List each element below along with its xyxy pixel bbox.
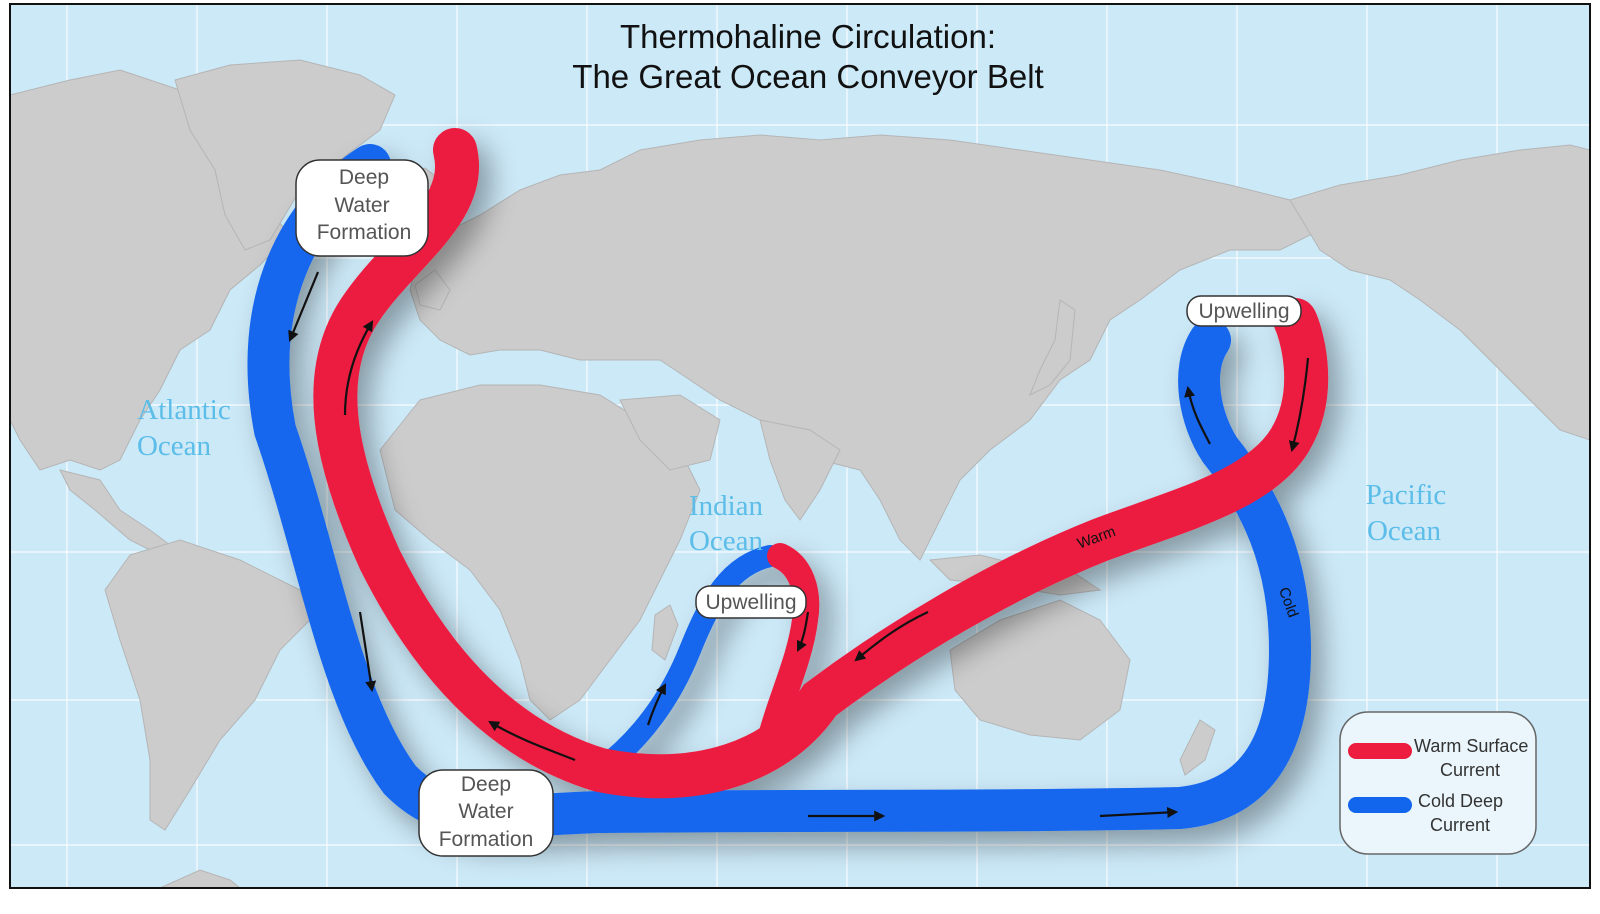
currents (247, 128, 1329, 838)
eurasia (409, 134, 1321, 561)
antarctica (159, 869, 241, 888)
south-america (104, 539, 311, 831)
deep-water-north-line-2: Water (334, 194, 389, 217)
warm-surface-current-main (313, 128, 1329, 799)
legend-cold-line-2: Current (1430, 815, 1490, 835)
new-zealand (1179, 719, 1216, 776)
legend: Warm Surface Current Cold Deep Current (1339, 711, 1537, 855)
atlantic-ocean-label-1: Atlantic (137, 394, 230, 426)
legend-cold-line-1: Cold Deep (1418, 791, 1503, 811)
upwelling-indian-box: Upwelling (695, 585, 807, 619)
upwelling-indian-label: Upwelling (705, 591, 796, 614)
land-masses (10, 59, 1590, 888)
flow-arrow (488, 720, 576, 762)
deep-water-north-line-1: Deep (339, 166, 389, 189)
africa (379, 384, 701, 721)
flow-arrow (358, 611, 377, 693)
flow-arrow (1288, 357, 1310, 453)
indian-ocean-label-2: Ocean (689, 525, 764, 557)
flow-arrow (343, 320, 374, 416)
deep-water-north-line-3: Formation (317, 221, 412, 244)
cold-deep-current-main (247, 144, 1312, 838)
flow-arrow (797, 611, 810, 652)
warm-surface-current-indian (757, 543, 820, 753)
arabia (619, 394, 721, 471)
deep-water-south-line-1: Deep (461, 773, 511, 796)
madagascar (651, 604, 679, 661)
alaska (1289, 144, 1590, 441)
deep-water-formation-north-box: Deep Water Formation (295, 159, 429, 257)
flow-arrow (1184, 385, 1211, 445)
japan (1029, 299, 1076, 397)
title-line-2: The Great Ocean Conveyor Belt (572, 58, 1043, 95)
indian-ocean-label-1: Indian (689, 490, 764, 522)
atlantic-ocean-label-2: Ocean (137, 430, 212, 462)
flow-arrow (646, 683, 667, 726)
upwelling-pacific-label: Upwelling (1198, 300, 1289, 323)
map-frame (9, 3, 1591, 889)
cold-deep-current-indian (589, 545, 781, 781)
india (759, 419, 841, 521)
title-line-1: Thermohaline Circulation: (620, 18, 996, 55)
legend-warm-line-2: Current (1440, 760, 1500, 780)
flow-arrows (288, 271, 1310, 822)
flow-arrow (854, 611, 929, 662)
australia (949, 599, 1131, 741)
upwelling-pacific-box: Upwelling (1186, 295, 1302, 327)
flow-arrow (288, 271, 320, 343)
flow-arrow (1099, 806, 1179, 818)
deep-water-formation-south-box: Deep Water Formation (418, 769, 554, 857)
deep-water-south-line-2: Water (458, 800, 513, 823)
pacific-ocean-label-2: Ocean (1367, 515, 1442, 547)
legend-warm-line-1: Warm Surface (1414, 736, 1528, 756)
deep-water-south-line-3: Formation (439, 828, 534, 851)
british-isles (414, 269, 451, 311)
pacific-ocean-label-1: Pacific (1366, 479, 1447, 511)
